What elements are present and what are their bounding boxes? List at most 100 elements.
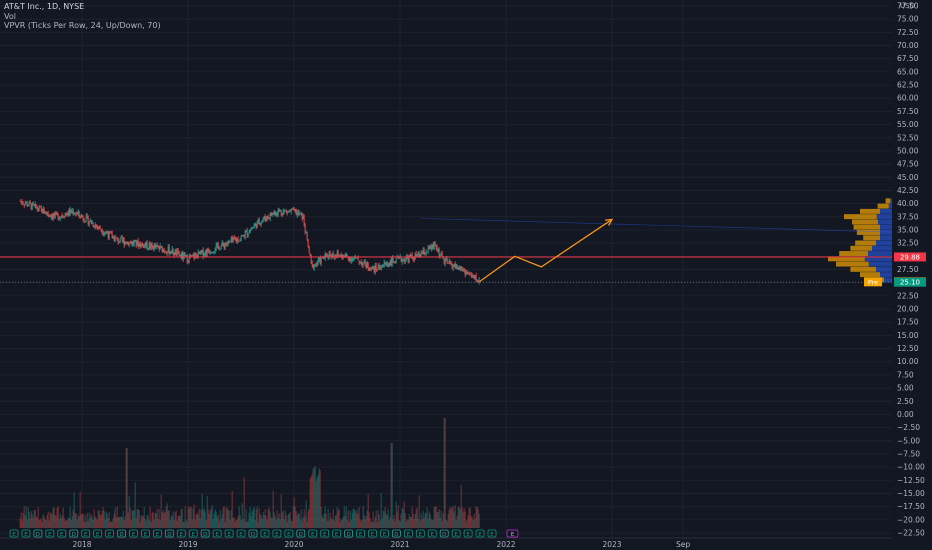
volume-bar — [340, 518, 342, 528]
event-marker[interactable] — [117, 529, 126, 538]
volume-bar — [400, 514, 402, 528]
candle-body — [443, 259, 445, 264]
event-marker[interactable] — [212, 529, 222, 538]
upcoming-earnings-marker[interactable] — [506, 529, 519, 538]
candle-body — [253, 225, 255, 228]
time-axis[interactable]: 2018 2019 2020 2021 2022 2023 Sep — [0, 537, 892, 549]
event-marker[interactable] — [93, 529, 103, 538]
event-marker[interactable] — [391, 529, 401, 538]
event-marker[interactable] — [248, 529, 258, 538]
event-marker[interactable] — [296, 529, 306, 538]
candle-body — [445, 258, 447, 261]
event-marker[interactable] — [176, 529, 186, 538]
event-marker[interactable] — [260, 529, 270, 538]
volume-bar — [470, 516, 472, 528]
event-marker[interactable] — [105, 529, 114, 538]
candle-body — [447, 262, 449, 264]
event-marker[interactable] — [439, 529, 449, 538]
event-marker[interactable] — [81, 529, 91, 538]
event-marker[interactable] — [69, 529, 79, 538]
event-marker[interactable] — [57, 529, 67, 538]
event-marker[interactable] — [9, 529, 19, 538]
event-marker[interactable] — [332, 529, 342, 538]
event-marker[interactable] — [368, 529, 377, 538]
event-marker[interactable] — [308, 529, 318, 538]
event-marker[interactable] — [141, 529, 150, 538]
event-marker[interactable] — [224, 529, 234, 538]
chart-legend: AT&T Inc., 1D, NYSE Vol VPVR (Ticks Per … — [4, 2, 161, 31]
candle-body — [108, 231, 110, 238]
volume-bar — [185, 519, 187, 528]
event-marker[interactable] — [415, 529, 425, 538]
candle-body — [209, 252, 211, 254]
event-marker[interactable] — [200, 529, 210, 538]
event-marker-label: E — [466, 532, 470, 538]
volume-bar — [322, 518, 324, 528]
candle-body — [350, 257, 352, 261]
event-marker[interactable] — [356, 529, 365, 538]
candle-body — [61, 215, 63, 217]
event-marker[interactable] — [236, 529, 246, 538]
volume-bar — [414, 514, 416, 528]
symbol-title[interactable]: AT&T Inc., 1D, NYSE — [4, 2, 85, 11]
volume-bar — [379, 520, 381, 528]
volume-bar — [271, 517, 273, 528]
candle-body — [29, 202, 31, 204]
volume-bar — [411, 506, 413, 528]
event-marker[interactable] — [427, 529, 437, 538]
candle-body — [148, 244, 150, 249]
event-marker[interactable] — [403, 529, 413, 538]
event-marker[interactable] — [188, 529, 198, 538]
volume-bar — [89, 518, 91, 528]
candle-body — [449, 260, 451, 264]
vpvr-indicator-label[interactable]: VPVR (Ticks Per Row, 24, Up/Down, 70) — [4, 21, 161, 30]
candle-body — [84, 221, 86, 223]
candle-body — [217, 243, 219, 247]
candle-body — [232, 237, 234, 241]
event-marker[interactable] — [129, 529, 138, 538]
candle-body — [402, 258, 404, 261]
candle-body — [90, 220, 92, 224]
volume-bar — [39, 519, 41, 528]
vpvr-row-down — [828, 256, 865, 262]
event-marker[interactable] — [284, 529, 294, 538]
event-marker[interactable] — [463, 529, 473, 538]
event-marker[interactable] — [21, 529, 31, 538]
volume-bar — [329, 512, 331, 528]
candle-body — [118, 241, 120, 243]
projection-path[interactable] — [479, 218, 614, 283]
event-marker[interactable] — [45, 529, 55, 538]
volume-indicator-label[interactable]: Vol — [4, 11, 16, 21]
volume-bar — [286, 521, 288, 528]
volume-bar — [455, 519, 457, 528]
volume-bar — [58, 518, 60, 528]
candle-body — [127, 242, 129, 246]
candle-body — [54, 213, 56, 217]
candle-body — [291, 209, 293, 211]
event-marker[interactable] — [33, 529, 43, 538]
event-marker[interactable] — [451, 529, 461, 538]
event-marker[interactable] — [320, 529, 330, 538]
vpvr-row-up — [880, 272, 892, 278]
event-marker[interactable] — [152, 529, 162, 538]
event-marker[interactable] — [475, 529, 485, 538]
event-marker[interactable] — [164, 529, 174, 538]
volume-bar — [22, 513, 24, 528]
projection-line[interactable] — [479, 218, 613, 283]
volume-bar — [69, 506, 71, 528]
event-marker-label: D — [299, 532, 303, 538]
event-marker[interactable] — [487, 529, 497, 538]
volume-bar — [346, 519, 348, 528]
candle-body — [140, 243, 142, 247]
candle-body — [469, 274, 471, 275]
volume-bar — [82, 514, 84, 528]
volume-bar — [464, 511, 466, 528]
event-marker[interactable] — [380, 529, 389, 538]
event-marker[interactable] — [272, 529, 282, 538]
candle-body — [296, 212, 298, 216]
event-marker[interactable] — [344, 529, 354, 538]
y-tick-label: 5.00 — [897, 384, 914, 393]
volume-bar — [45, 520, 47, 528]
